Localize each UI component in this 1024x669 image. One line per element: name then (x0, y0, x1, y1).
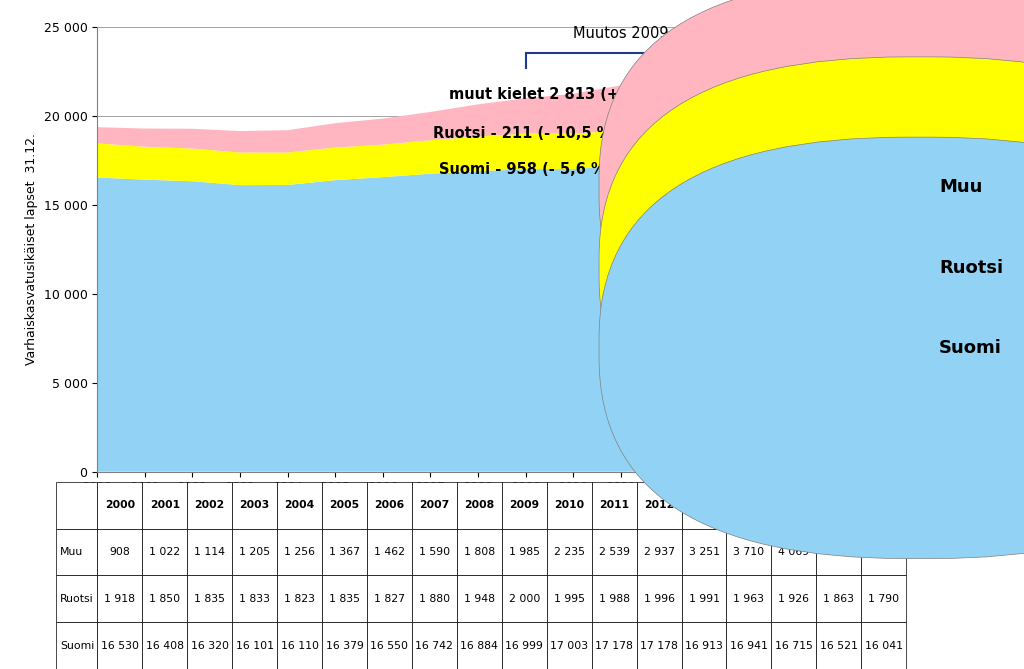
Text: Suomi - 958 (- 5,6 %): Suomi - 958 (- 5,6 %) (439, 162, 612, 177)
Text: Suomi: Suomi (939, 339, 1001, 357)
Y-axis label: Varhaiskasvatusikäiset lapset  31.12.: Varhaiskasvatusikäiset lapset 31.12. (26, 133, 38, 365)
Text: Ruotsi: Ruotsi (939, 259, 1004, 276)
Text: muut kielet 2 813 (+ 141,7 %): muut kielet 2 813 (+ 141,7 %) (450, 87, 697, 102)
Text: Muutos 2009 → 2017 1 645 lasta, josta: Muutos 2009 → 2017 1 645 lasta, josta (573, 26, 859, 41)
Text: Muu: Muu (939, 179, 982, 196)
Text: Ruotsi - 211 (- 10,5 %): Ruotsi - 211 (- 10,5 %) (433, 126, 618, 141)
